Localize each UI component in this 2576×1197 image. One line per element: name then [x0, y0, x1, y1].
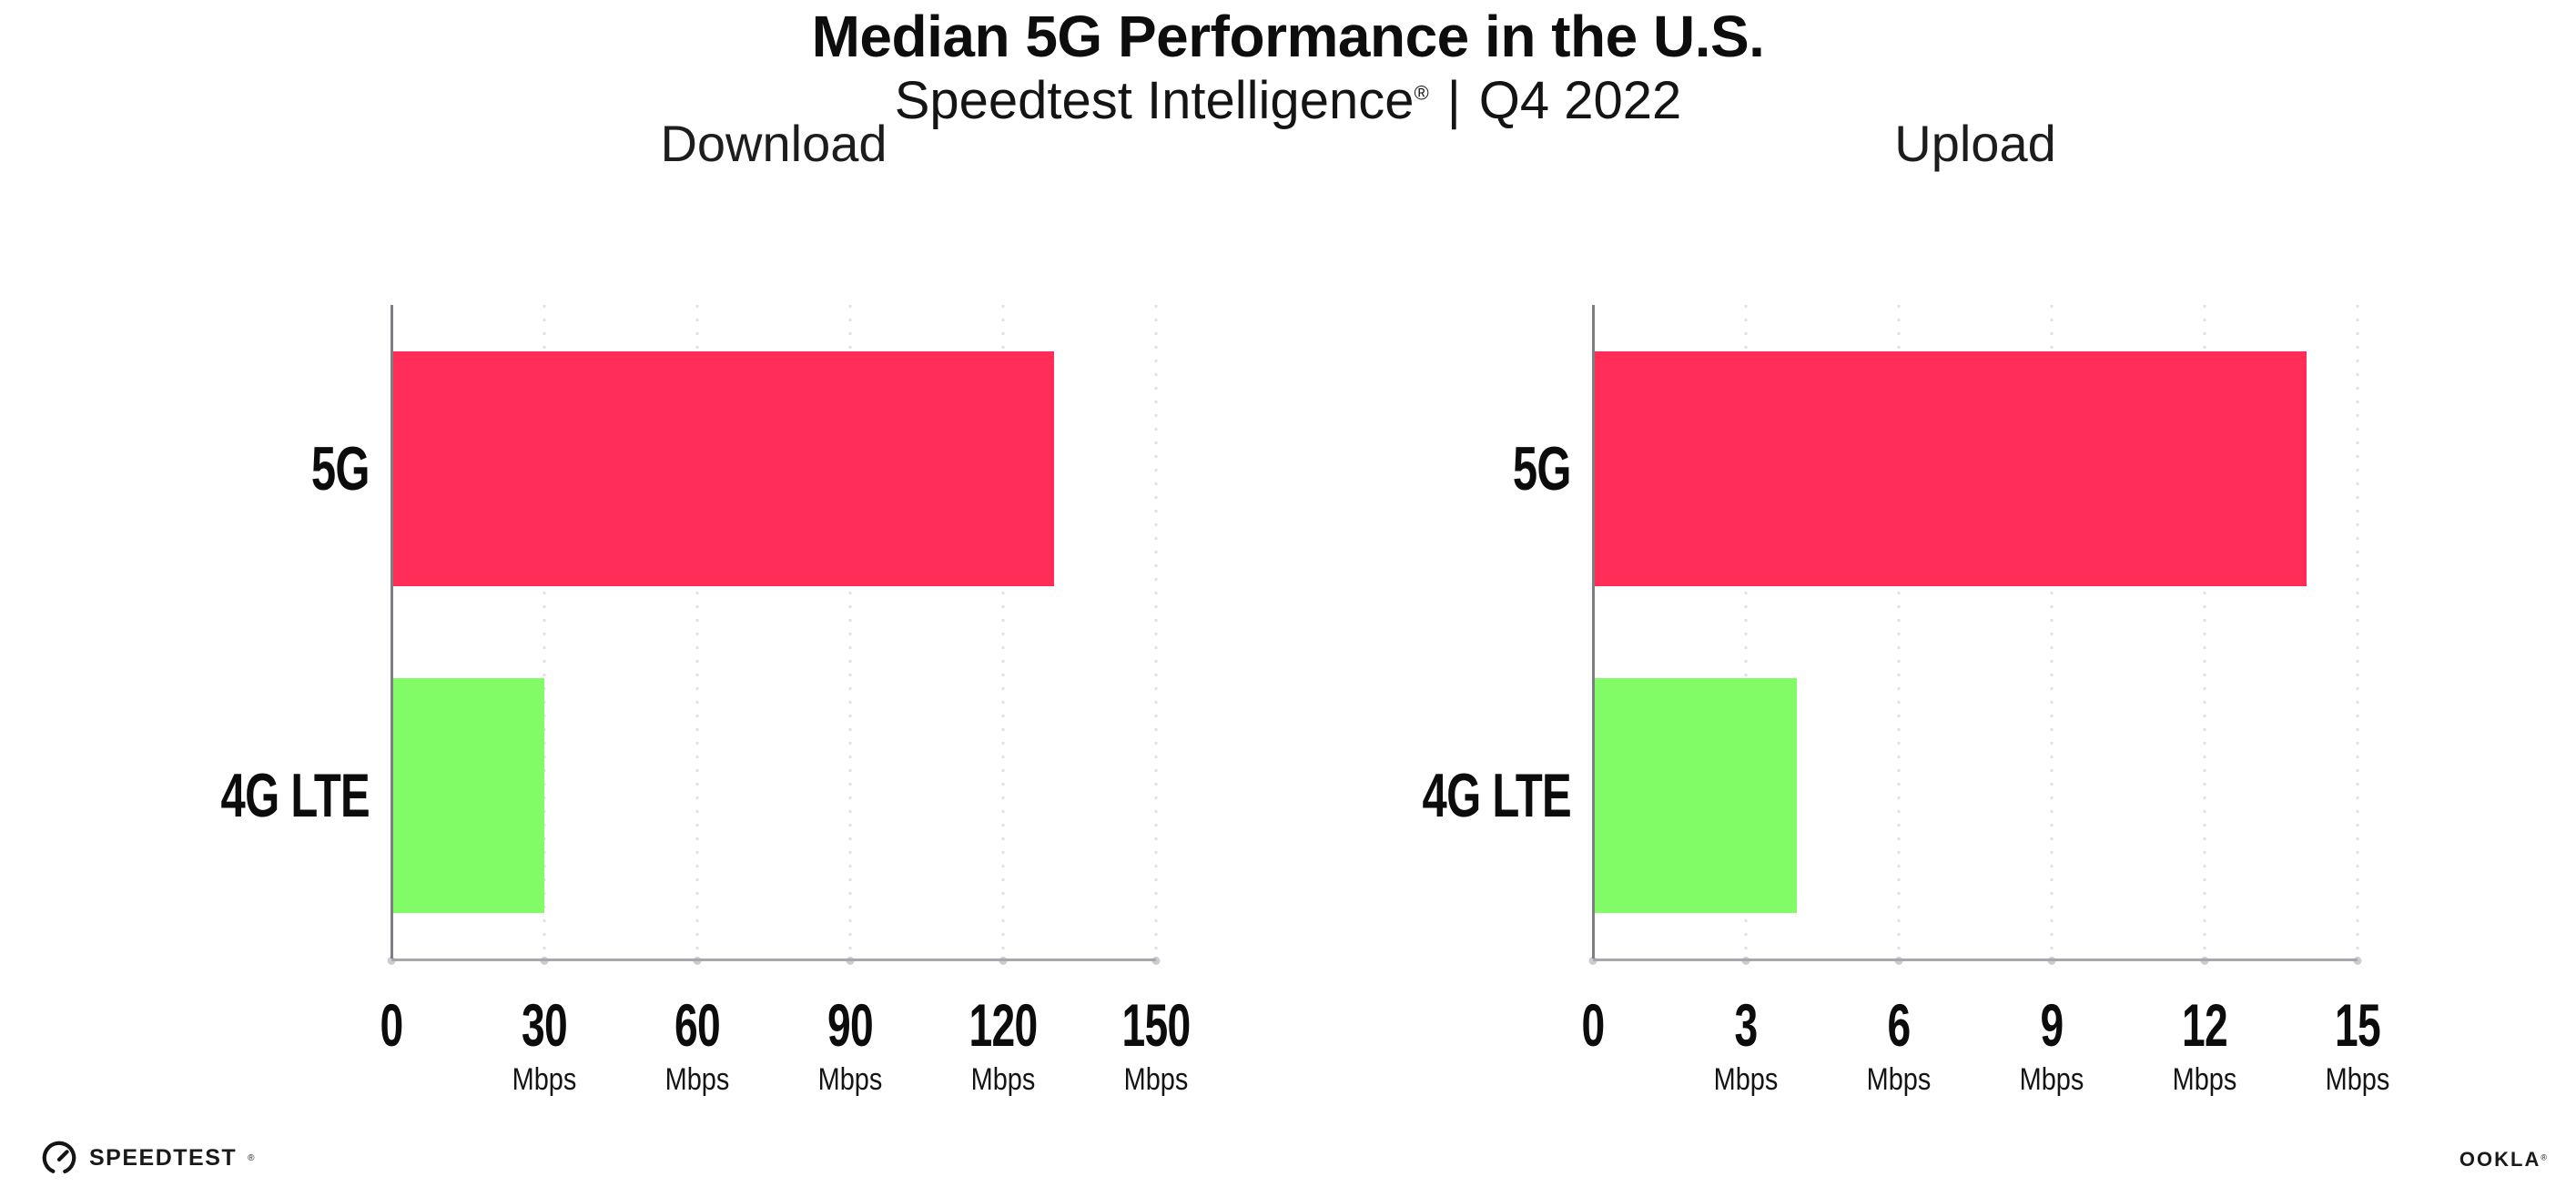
gridline	[2203, 305, 2206, 959]
category-label-row: 5G	[218, 305, 391, 632]
x-tick-unit: Mbps	[1123, 1062, 1189, 1097]
ookla-logo-text: OOKLA	[2459, 1148, 2541, 1171]
x-axis	[1593, 959, 2358, 961]
speedtest-logo-text: SPEEDTEST	[89, 1144, 238, 1171]
x-tick-value: 9	[2040, 991, 2064, 1059]
x-tick: 90 Mbps	[812, 995, 887, 1095]
x-tick: 15 Mbps	[2319, 995, 2395, 1095]
subtitle-period: Q4 2022	[1478, 71, 1682, 130]
x-tick-value: 30	[522, 991, 568, 1059]
bar-4g-lte	[391, 677, 544, 913]
x-tick-value: 0	[380, 991, 403, 1059]
x-tick-value: 90	[827, 991, 874, 1059]
y-axis	[1592, 305, 1595, 959]
chart-upload: Upload 5G 4G LTE 0 3 Mbps 6 Mbps 9 Mbps 12 Mbps 15…	[1420, 115, 2390, 1113]
charts-row: Download 5G 4G LTE 0 30 Mbps 60 Mbps 90 Mbps 120…	[218, 115, 2390, 1113]
gridline	[2050, 305, 2054, 959]
x-tick-value: 120	[969, 991, 1039, 1059]
x-tick: 150 Mbps	[1107, 995, 1204, 1095]
x-tick-unit: Mbps	[817, 1062, 883, 1097]
x-tick-unit: Mbps	[664, 1062, 730, 1097]
x-tick-unit: Mbps	[2325, 1062, 2390, 1097]
category-label-row: 4G LTE	[1420, 632, 1593, 959]
x-tick: 9 Mbps	[2013, 995, 2089, 1095]
category-label-4g-lte: 4G LTE	[220, 760, 370, 830]
gridline	[1744, 305, 1748, 959]
x-axis	[391, 959, 1156, 961]
x-tick: 0	[375, 995, 408, 1055]
gridline	[1897, 305, 1901, 959]
chart-title-upload: Upload	[1894, 115, 2056, 172]
bar-row	[1593, 305, 2358, 632]
x-tick: 120 Mbps	[954, 995, 1051, 1095]
gridline	[543, 305, 546, 959]
y-axis-labels-download: 5G 4G LTE	[218, 305, 391, 959]
y-axis	[390, 305, 393, 959]
gridline	[1154, 305, 1158, 959]
x-tick: 60 Mbps	[659, 995, 735, 1095]
plot-area-download	[387, 305, 1161, 965]
x-axis-download: 0 30 Mbps 60 Mbps 90 Mbps 120 Mbps 150 Mbps	[380, 995, 1191, 1113]
x-tick-unit: Mbps	[970, 1062, 1036, 1097]
x-tick: 3 Mbps	[1708, 995, 1783, 1095]
x-tick: 12 Mbps	[2166, 995, 2242, 1095]
x-tick-value: 150	[1121, 991, 1192, 1059]
plot-row-download: 5G 4G LTE	[218, 305, 1161, 965]
tick-dot	[2353, 957, 2362, 965]
x-tick: 30 Mbps	[506, 995, 582, 1095]
chart-download: Download 5G 4G LTE 0 30 Mbps 60 Mbps 90 Mbps 120…	[218, 115, 1192, 1113]
speedtest-gauge-icon	[42, 1141, 76, 1175]
x-tick-unit: Mbps	[1866, 1062, 1932, 1097]
brand-name: Speedtest Intelligence	[894, 71, 1415, 130]
category-label-row: 4G LTE	[218, 632, 391, 959]
plot-area-upload	[1588, 305, 2362, 965]
x-tick-unit: Mbps	[1713, 1062, 1779, 1097]
gridline	[848, 305, 852, 959]
gridline	[2356, 305, 2359, 959]
x-tick: 0	[1577, 995, 1609, 1055]
x-tick-value: 6	[1887, 991, 1911, 1059]
category-label-row: 5G	[1420, 305, 1593, 632]
bar-4g-lte	[1593, 677, 1797, 913]
subtitle-separator: |	[1446, 71, 1461, 130]
tick-dot	[1151, 957, 1161, 965]
bars-area-download	[391, 305, 1156, 959]
x-tick: 6 Mbps	[1861, 995, 1936, 1095]
gridline	[695, 305, 699, 959]
bar-row	[391, 632, 1156, 959]
category-label-4g-lte: 4G LTE	[1422, 760, 1572, 830]
header: Median 5G Performance in the U.S. Speedt…	[0, 7, 2576, 127]
chart-title-download: Download	[660, 115, 887, 172]
bar-5g	[391, 350, 1054, 586]
bar-5g	[1593, 350, 2307, 586]
speedtest-logo: SPEEDTEST ®	[40, 1139, 255, 1177]
speedtest-registered-mark: ®	[248, 1152, 255, 1163]
x-tick-value: 15	[2335, 991, 2381, 1059]
x-tick-value: 60	[674, 991, 721, 1059]
bars-area-upload	[1593, 305, 2358, 959]
ookla-logo: OOKLA®	[2459, 1148, 2547, 1172]
y-axis-labels-upload: 5G 4G LTE	[1420, 305, 1593, 959]
bar-row	[391, 305, 1156, 632]
x-axis-upload: 0 3 Mbps 6 Mbps 9 Mbps 12 Mbps 15 Mbps	[1581, 995, 2389, 1113]
x-tick-unit: Mbps	[2172, 1062, 2237, 1097]
bar-row	[1593, 632, 2358, 959]
page-title: Median 5G Performance in the U.S.	[811, 4, 1765, 69]
category-label-5g: 5G	[311, 433, 370, 503]
plot-row-upload: 5G 4G LTE	[1420, 305, 2362, 965]
x-tick-unit: Mbps	[512, 1062, 577, 1097]
page-subtitle: Speedtest Intelligence® | Q4 2022	[0, 75, 2576, 127]
category-label-5g: 5G	[1513, 433, 1572, 503]
ookla-registered-mark: ®	[2541, 1152, 2547, 1162]
x-tick-value: 3	[1734, 991, 1758, 1059]
gridline	[1001, 305, 1005, 959]
x-tick-value: 12	[2182, 991, 2228, 1059]
x-tick-value: 0	[1581, 991, 1605, 1059]
x-tick-unit: Mbps	[2019, 1062, 2084, 1097]
registered-mark: ®	[1414, 81, 1429, 105]
